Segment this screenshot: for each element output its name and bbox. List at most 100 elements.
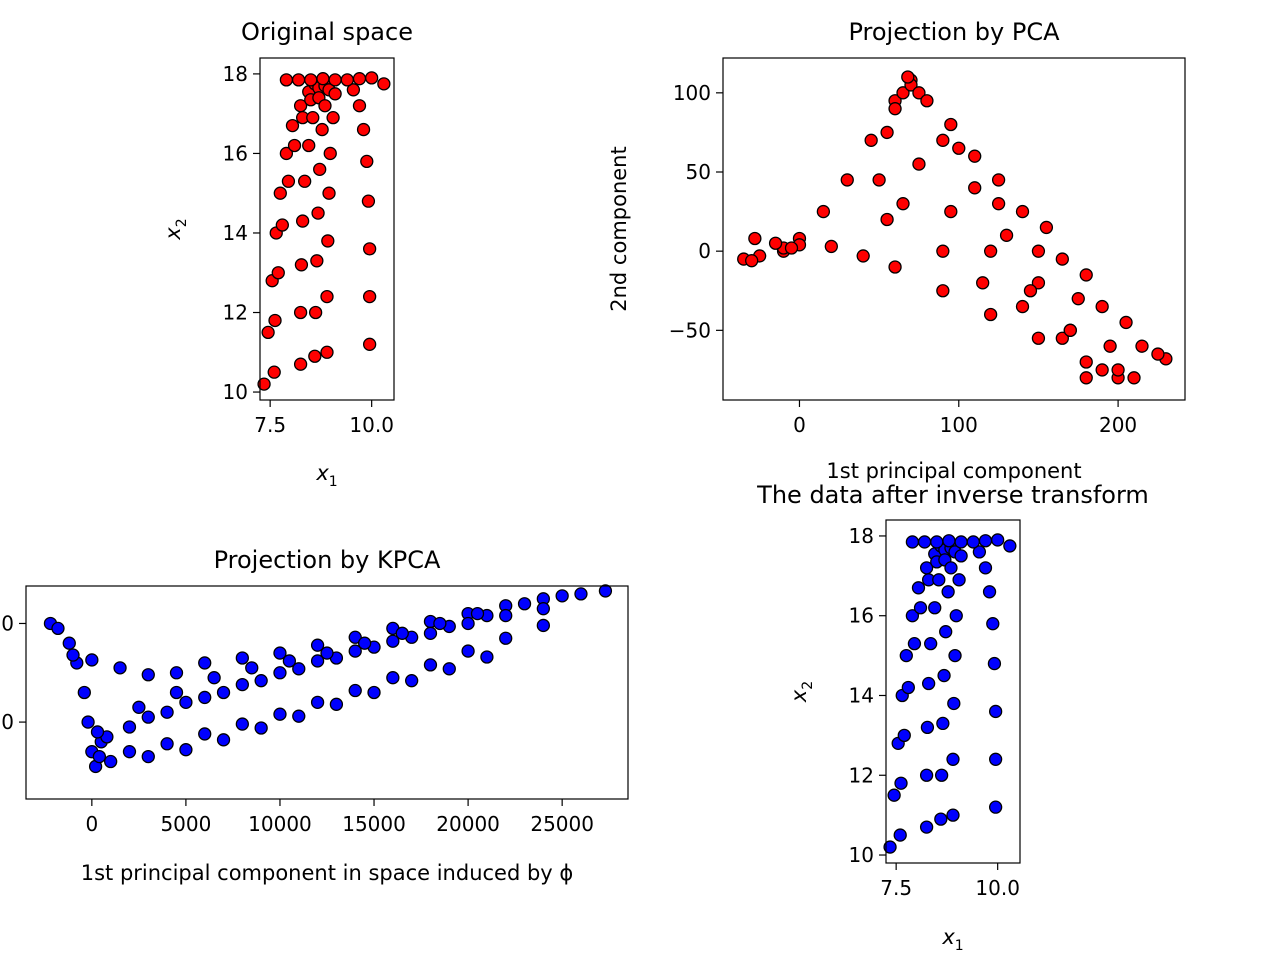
scatter-point	[1055, 331, 1069, 345]
scatter-point	[983, 244, 998, 258]
scatter-point	[999, 228, 1014, 242]
axes-frame	[885, 519, 1021, 864]
scatter-point	[273, 707, 287, 721]
scatter-point	[328, 87, 342, 101]
scatter-point	[748, 231, 762, 246]
scatter-point	[1023, 284, 1038, 298]
scatter-point	[911, 581, 926, 595]
x-tick-label: 10000	[248, 812, 312, 836]
scatter-point	[536, 618, 550, 633]
scatter-point	[160, 737, 174, 751]
scatter-point	[268, 313, 282, 328]
y-tick-label: 16	[849, 604, 874, 628]
y-tick-label: 12	[849, 763, 874, 787]
scatter-point	[920, 720, 935, 735]
scatter-point	[574, 587, 588, 601]
scatter-point	[245, 661, 259, 675]
scatter-point	[978, 534, 993, 548]
x-tick-label: 5000	[160, 812, 211, 836]
scatter-point	[273, 666, 287, 680]
scatter-point	[104, 754, 118, 769]
scatter-point	[273, 186, 287, 200]
scatter-point	[1119, 315, 1133, 330]
scatter-point	[323, 146, 337, 161]
scatter-point	[901, 70, 915, 84]
scatter-point	[169, 666, 184, 680]
scatter-point	[968, 181, 982, 195]
scatter-point	[442, 662, 456, 676]
scatter-point	[1015, 204, 1030, 219]
x-axis-label: 1st principal component	[826, 459, 1081, 483]
scatter-point	[132, 700, 146, 714]
scatter-point	[888, 102, 902, 116]
scatter-point	[883, 840, 897, 854]
scatter-point	[893, 828, 907, 842]
y-tick-label: 100	[673, 81, 711, 105]
x-tick-label: 20000	[436, 812, 500, 836]
scatter-point	[1015, 299, 1030, 314]
scatter-point	[936, 133, 950, 147]
scatter-point	[279, 146, 294, 161]
scatter-point	[952, 141, 966, 155]
scatter-point	[198, 690, 212, 705]
scatter-point	[917, 535, 932, 549]
x-axis-label: 1st principal component in space induced…	[81, 861, 574, 885]
scatter-point	[360, 154, 374, 169]
scatter-point	[293, 357, 308, 371]
scatter-point	[322, 186, 336, 200]
x-tick-label: 10.0	[349, 413, 394, 437]
scatter-point	[352, 99, 367, 113]
scatter-point	[279, 73, 294, 87]
y-tick-label: 0	[1, 710, 14, 734]
scatter-point	[939, 625, 953, 639]
scatter-point	[254, 674, 268, 688]
scatter-point	[937, 668, 951, 683]
scatter-point	[1135, 339, 1149, 353]
scatter-point	[932, 573, 946, 587]
scatter-point	[291, 73, 306, 87]
scatter-point	[1151, 347, 1165, 361]
scatter-point	[235, 677, 249, 692]
x-axis-label: x1	[315, 461, 337, 490]
scatter-point	[362, 289, 377, 304]
x-axis-label-sub: 1	[329, 474, 338, 490]
scatter-point	[1063, 323, 1077, 337]
scatter-point	[461, 644, 475, 658]
scatter-point	[856, 249, 870, 263]
scatter-point	[179, 743, 193, 757]
scatter-point	[357, 636, 372, 650]
scatter-point	[62, 636, 76, 650]
axes-frame	[25, 585, 629, 800]
scatter-point	[887, 788, 901, 802]
y-tick-label: 0	[698, 239, 711, 263]
scatter-point	[555, 589, 569, 603]
scatter-point	[235, 651, 249, 665]
x-tick-label: 25000	[530, 812, 594, 836]
scatter-point	[976, 276, 990, 290]
scatter-point	[930, 535, 944, 549]
scatter-point	[198, 727, 212, 741]
scatter-point	[90, 725, 105, 739]
subplot-projection-by-pca: 0 100 200 −50 0 50 100 Projection by PCA 1st pri…	[607, 18, 1186, 483]
scatter-points	[257, 71, 391, 391]
scatter-point	[321, 234, 335, 248]
scatter-point	[470, 606, 485, 621]
scatter-point	[934, 768, 949, 782]
scatter-point	[292, 662, 306, 676]
scatter-point	[1071, 292, 1085, 306]
scatter-point	[888, 260, 902, 274]
y-tick-label: 18	[849, 524, 874, 548]
scatter-point	[991, 197, 1006, 211]
scatter-point	[1031, 331, 1046, 345]
scatter-point	[308, 349, 322, 363]
scatter-point	[169, 685, 184, 700]
y-tick-label: −50	[669, 318, 711, 342]
scatter-point	[896, 197, 910, 211]
scatter-point	[954, 535, 968, 549]
y-tick-label: 16	[223, 141, 248, 165]
scatter-point	[899, 648, 913, 663]
chart-title: Projection by PCA	[848, 18, 1060, 46]
scatter-point	[966, 535, 980, 549]
